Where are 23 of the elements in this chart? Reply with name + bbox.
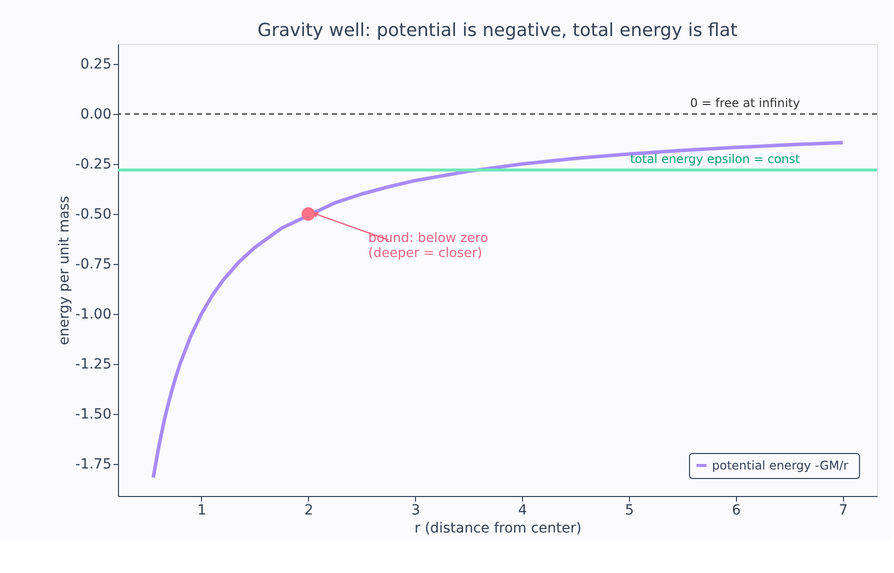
y-tick-label: 0.25: [80, 56, 112, 72]
annotation: bound: below zero (deeper = closer): [368, 231, 488, 261]
y-axis-title: energy per unit mass: [56, 196, 72, 346]
ref-line-label: 0 = free at infinity: [690, 96, 800, 110]
y-tick-label: -1.50: [75, 406, 112, 422]
y-tick-label: -0.25: [75, 156, 112, 172]
y-tick-label: -0.75: [75, 256, 112, 272]
y-tick-label: -1.00: [75, 306, 112, 322]
x-tick-label: 2: [304, 502, 314, 518]
chart-title: Gravity well: potential is negative, total energy is flat: [258, 20, 738, 41]
ref-line-label: total energy epsilon = const: [630, 152, 800, 166]
x-axis-title: r (distance from center): [414, 520, 582, 536]
x-tick-label: 6: [732, 502, 741, 518]
y-tick-label: -1.25: [75, 356, 112, 372]
x-tick-label: 4: [518, 502, 528, 518]
x-tick-label: 5: [625, 502, 634, 518]
legend-label: potential energy -GM/r: [712, 458, 848, 472]
y-tick-label: -1.75: [75, 456, 112, 472]
y-tick-label: 0.00: [80, 106, 112, 122]
x-tick-label: 1: [197, 502, 206, 518]
y-tick-label: -0.50: [75, 206, 112, 222]
x-tick-label: 3: [411, 502, 420, 518]
x-tick-label: 7: [838, 502, 848, 518]
